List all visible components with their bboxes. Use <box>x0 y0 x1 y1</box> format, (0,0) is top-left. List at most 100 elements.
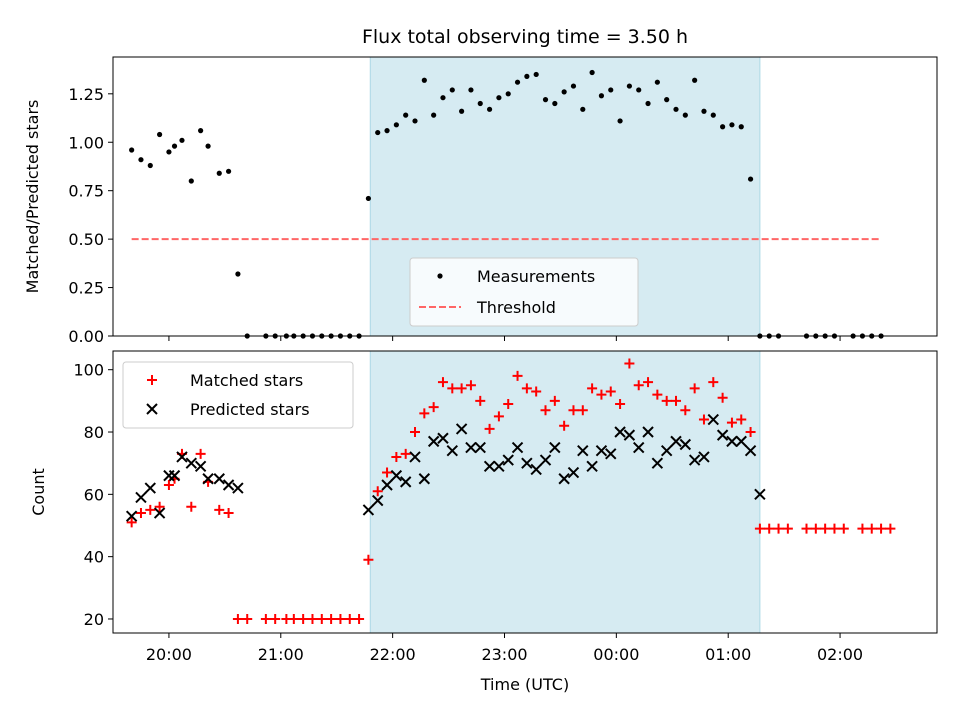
measurement-point-30 <box>412 118 418 124</box>
legend-matched-marker <box>147 375 157 385</box>
matched-point-28 <box>391 451 402 462</box>
measurement-point-49 <box>589 69 595 76</box>
matched-star-points <box>126 358 896 624</box>
predicted-point-7 <box>185 457 198 469</box>
legend-matched-plus <box>147 375 157 385</box>
measurement-point-6 <box>179 137 185 143</box>
matched-point-18 <box>298 613 309 624</box>
matched-point-48 <box>577 405 588 416</box>
predicted-point-48 <box>688 454 701 466</box>
matched-point-43 <box>531 386 542 397</box>
bottom-y-axis-label: Count <box>29 468 48 516</box>
measurement-point-41 <box>514 79 521 85</box>
measurement-point-60 <box>692 77 698 83</box>
matched-point-41 <box>512 370 523 381</box>
measurement-point-35 <box>459 108 465 114</box>
measurement-point-64 <box>729 122 735 128</box>
matched-point-46 <box>559 420 570 431</box>
matched-point-39 <box>493 411 504 422</box>
predicted-point-24 <box>465 441 477 454</box>
top-legend: Measurements Threshold <box>409 257 639 327</box>
matched-point-42 <box>521 383 532 394</box>
matched-point-62 <box>708 377 719 388</box>
matched-point-76 <box>857 523 868 534</box>
measurement-point-48 <box>580 106 586 112</box>
matched-point-52 <box>615 398 626 409</box>
measurement-point-39 <box>496 95 502 101</box>
matched-point-51 <box>605 386 616 397</box>
measurement-point-11 <box>225 168 232 174</box>
matched-point-8 <box>195 448 206 459</box>
matched-point-30 <box>410 427 421 438</box>
matched-point-72 <box>810 523 821 534</box>
top-panel: 0.00 0.25 0.50 0.75 1.00 1.25 Matched/Predict… <box>23 56 938 346</box>
top-x-tick-marks <box>168 336 841 341</box>
measurement-point-36 <box>468 87 474 93</box>
top-axes-frame <box>112 56 938 337</box>
measurement-point-3 <box>157 131 163 138</box>
measurement-point-12 <box>235 271 241 277</box>
matched-point-47 <box>568 405 579 416</box>
measurement-point-47 <box>570 83 577 89</box>
matched-point-14 <box>260 613 271 624</box>
predicted-point-45 <box>660 445 673 457</box>
matched-point-22 <box>335 613 346 624</box>
predicted-point-14 <box>372 494 384 507</box>
measurement-point-46 <box>561 89 567 95</box>
measurement-point-4 <box>166 149 172 155</box>
matched-point-55 <box>643 377 654 388</box>
measurement-point-28 <box>393 122 399 128</box>
predicted-point-30 <box>521 457 533 469</box>
predicted-point-23 <box>455 423 468 435</box>
matched-point-36 <box>465 380 476 391</box>
bottom-y-ticks: 20 40 60 80 100 <box>73 361 113 629</box>
matched-point-63 <box>717 392 728 403</box>
bottom-legend-box <box>122 361 354 429</box>
measurement-point-27 <box>384 128 390 134</box>
x-tick-label-3: 23:00 <box>481 645 527 664</box>
measurement-point-45 <box>552 100 558 107</box>
matched-point-7 <box>186 501 197 512</box>
predicted-point-25 <box>474 441 486 454</box>
matched-point-19 <box>307 613 318 624</box>
matched-point-61 <box>698 414 709 425</box>
predicted-point-50 <box>707 413 719 426</box>
measurement-point-33 <box>440 95 446 101</box>
measurement-point-31 <box>421 77 427 83</box>
predicted-point-21 <box>437 432 449 444</box>
measurement-point-26 <box>375 129 381 136</box>
measurement-point-53 <box>626 83 632 89</box>
legend-measurements-marker <box>437 273 443 279</box>
predicted-point-55 <box>754 488 766 501</box>
bottom-y-tick-label-2: 60 <box>84 485 104 504</box>
predicted-point-17 <box>399 476 412 488</box>
predicted-point-5 <box>168 469 181 482</box>
predicted-point-34 <box>558 473 570 485</box>
predicted-point-47 <box>679 438 692 451</box>
bottom-observing-window <box>369 350 761 634</box>
matched-point-58 <box>671 395 682 406</box>
legend-predicted-label: Predicted stars <box>190 400 310 419</box>
predicted-point-36 <box>577 445 589 457</box>
matched-point-25 <box>363 554 374 565</box>
x-tick-label-6: 02:00 <box>817 645 863 664</box>
matched-point-45 <box>549 395 560 406</box>
matched-point-68 <box>764 523 775 534</box>
measurement-point-7 <box>188 178 194 184</box>
matched-point-77 <box>866 523 877 534</box>
measurement-point-54 <box>636 87 642 93</box>
matched-point-53 <box>624 358 635 369</box>
top-y-tick-label-1: 0.25 <box>68 279 104 298</box>
predicted-point-40 <box>614 426 626 438</box>
matched-point-66 <box>745 427 756 438</box>
measurement-point-63 <box>720 124 726 130</box>
predicted-point-2 <box>144 482 156 494</box>
measurement-point-32 <box>431 112 437 118</box>
top-y-ticks: 0.00 0.25 0.50 0.75 1.00 1.25 <box>68 85 113 346</box>
predicted-point-39 <box>605 448 617 460</box>
predicted-point-3 <box>153 507 166 519</box>
top-y-tick-label-4: 1.00 <box>68 133 104 152</box>
matched-point-29 <box>400 448 411 459</box>
matched-point-73 <box>820 523 831 534</box>
measurement-point-61 <box>701 108 707 114</box>
